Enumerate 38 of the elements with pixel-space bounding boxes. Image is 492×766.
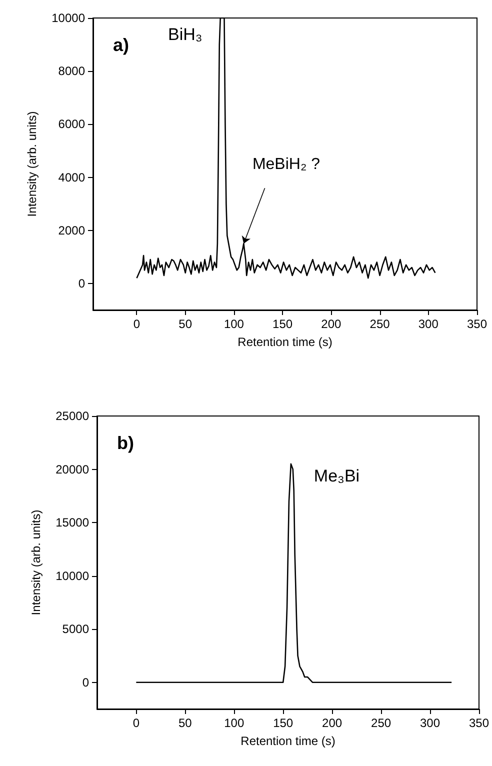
y-tick-label: 20000 <box>56 462 90 476</box>
y-tick-label: 2000 <box>58 223 86 238</box>
annotation: a) <box>113 35 130 55</box>
x-tick-label: 200 <box>321 317 342 331</box>
x-tick-label: 150 <box>273 716 294 730</box>
y-axis-title: Intensity (arb. units) <box>29 510 43 616</box>
x-tick-label: 50 <box>178 716 192 730</box>
y-tick-label: 6000 <box>58 117 86 132</box>
x-tick-label: 100 <box>224 317 244 331</box>
y-tick-label: 0 <box>78 276 86 290</box>
x-tick-label: 150 <box>272 317 293 331</box>
x-tick-label: 0 <box>132 716 140 730</box>
y-tick-label: 4000 <box>58 170 86 184</box>
x-tick-label: 350 <box>468 716 490 730</box>
y-tick-label: 0 <box>82 675 90 690</box>
y-tick-label: 8000 <box>58 64 86 78</box>
x-tick-label: 300 <box>418 317 439 331</box>
annotation: MeBiH₂ ? <box>252 156 320 173</box>
y-tick-label: 10000 <box>52 11 86 25</box>
x-tick-label: 300 <box>420 716 440 730</box>
annotation: BiH₃ <box>168 25 202 44</box>
y-tick-label: 10000 <box>56 568 90 583</box>
x-axis-title: Retention time (s) <box>240 734 336 748</box>
x-tick-label: 200 <box>322 716 342 730</box>
y-tick-label: 15000 <box>56 516 90 530</box>
x-tick-label: 50 <box>178 317 192 331</box>
y-axis-title: Intensity (arb. units) <box>25 111 39 217</box>
y-tick-label: 5000 <box>62 622 90 636</box>
annotation: Me₃Bi <box>314 466 360 486</box>
x-tick-label: 250 <box>371 716 392 730</box>
line-series <box>136 463 452 684</box>
x-tick-label: 100 <box>224 716 244 730</box>
x-axis-title: Retention time (s) <box>238 335 332 349</box>
x-tick-label: 350 <box>466 317 488 331</box>
annotation: b) <box>117 433 134 453</box>
y-tick-label: 25000 <box>56 409 90 423</box>
x-tick-label: 250 <box>370 317 390 331</box>
x-tick-label: 0 <box>133 317 140 331</box>
